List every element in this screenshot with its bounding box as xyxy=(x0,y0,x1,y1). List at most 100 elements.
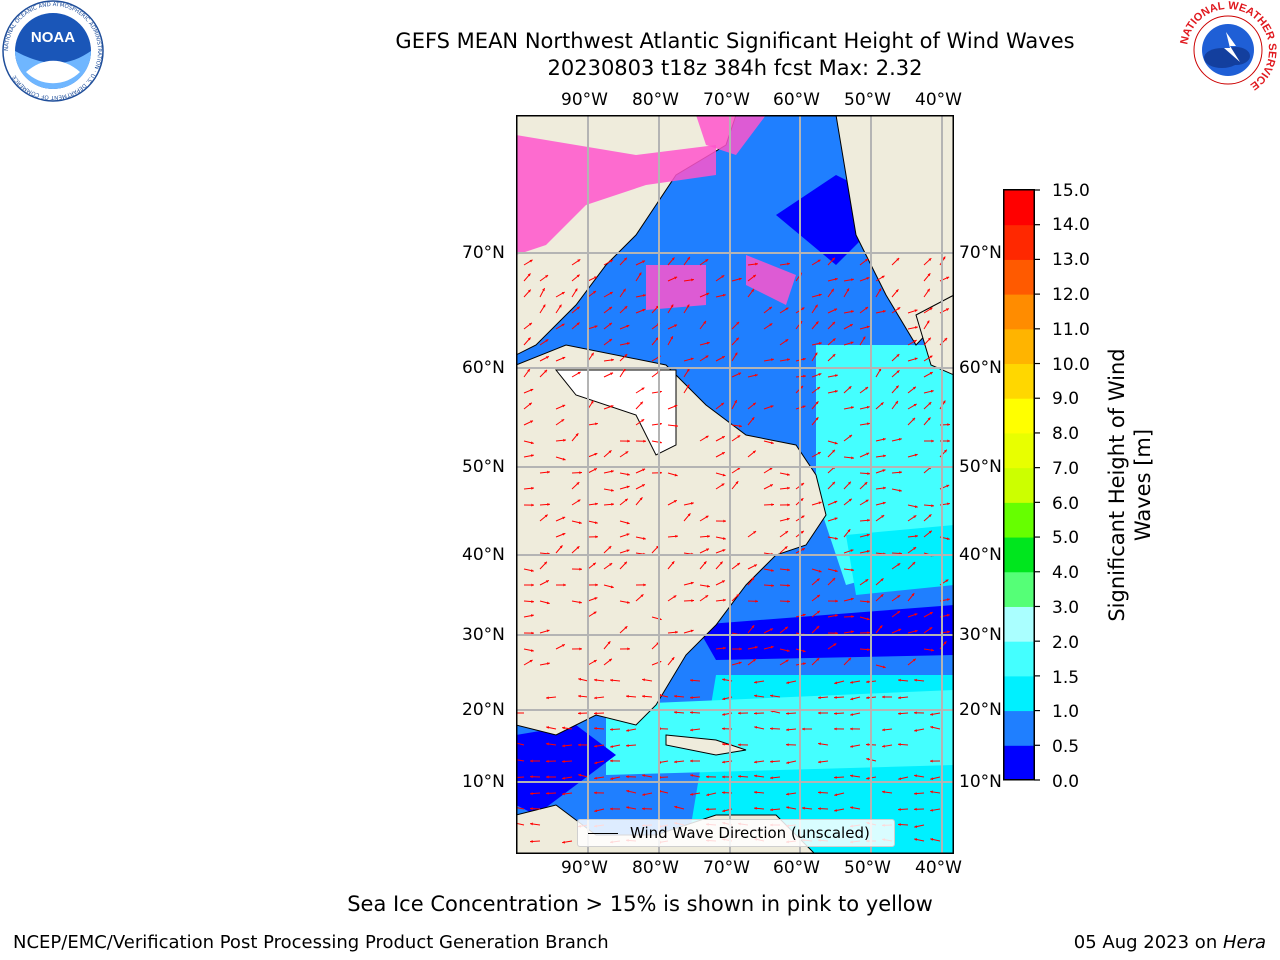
wind-wave-arrowhead xyxy=(562,759,565,763)
wind-wave-arrowhead xyxy=(814,352,818,356)
wind-wave-arrow xyxy=(516,806,525,810)
wind-wave-arrowhead xyxy=(690,357,694,361)
wind-wave-arrowhead xyxy=(610,807,613,811)
wind-wave-arrowhead xyxy=(817,452,821,455)
wind-wave-arrowhead xyxy=(530,388,534,392)
wind-wave-arrowhead xyxy=(834,695,837,699)
wind-wave-arrowhead xyxy=(914,838,918,841)
wind-wave-arrowhead xyxy=(866,680,869,684)
sea-ice-arctic xyxy=(516,135,716,255)
wind-wave-arrowhead xyxy=(624,257,627,261)
wind-wave-arrowhead xyxy=(927,337,931,341)
wind-wave-arrowhead xyxy=(943,449,947,453)
wind-wave-arrowhead xyxy=(770,727,773,731)
wind-wave-arrowhead xyxy=(898,823,901,826)
wind-wave-arrowhead xyxy=(673,500,677,503)
wind-wave-arrowhead xyxy=(626,744,629,748)
wind-wave-arrowhead xyxy=(529,659,533,663)
wind-wave-arrowhead xyxy=(610,470,614,473)
wind-wave-arrowhead xyxy=(947,502,950,506)
wind-wave-arrowhead xyxy=(722,712,726,716)
wind-wave-arrowhead xyxy=(626,324,630,328)
wind-wave-arrowhead xyxy=(898,808,901,811)
wind-wave-arrowhead xyxy=(880,594,884,598)
calm-band-gulf xyxy=(516,725,616,815)
wind-wave-arrowhead xyxy=(562,516,566,520)
wind-wave-arrowhead xyxy=(738,277,742,281)
wind-wave-arrowhead xyxy=(562,792,565,796)
colorbar-tick-label: 6.0 xyxy=(1052,494,1080,514)
wind-wave-arrowhead xyxy=(622,288,626,292)
wind-wave-arrowhead xyxy=(895,289,899,293)
wind-wave-arrowhead xyxy=(851,278,854,282)
wind-wave-arrowhead xyxy=(880,578,884,582)
wind-wave-arrowhead xyxy=(579,600,582,604)
wind-wave-arrowhead xyxy=(850,406,854,409)
wind-wave-arrowhead xyxy=(787,486,790,490)
wind-wave-arrowhead xyxy=(546,742,549,746)
wind-wave-arrowhead xyxy=(642,774,646,778)
wind-wave-arrowhead xyxy=(753,564,757,568)
lon-label-bottom: 40°W xyxy=(915,858,962,878)
wind-wave-arrowhead xyxy=(530,614,534,617)
wind-wave-arrowhead xyxy=(834,727,837,731)
noaa-logo-text: NOAA xyxy=(31,29,75,46)
wind-wave-arrowhead xyxy=(847,529,851,533)
wind-wave-arrowhead xyxy=(690,711,693,715)
wind-wave-arrowhead xyxy=(928,258,932,262)
wind-wave-arrowhead xyxy=(914,613,918,616)
wind-wave-arrowhead xyxy=(882,501,886,505)
wind-wave-arrowhead xyxy=(706,807,709,811)
colorbar-tick-label: 15.0 xyxy=(1052,181,1090,201)
wind-wave-arrowhead xyxy=(643,439,646,443)
wind-wave-arrowhead xyxy=(670,304,674,308)
wind-wave-arrowhead xyxy=(610,759,613,763)
wind-wave-arrowhead xyxy=(848,498,852,502)
wind-wave-arrowhead xyxy=(754,790,757,794)
wind-wave-arrowhead xyxy=(754,726,758,729)
wind-wave-arrowhead xyxy=(705,435,709,439)
wind-wave-arrowhead xyxy=(722,678,726,682)
wind-wave-arrowhead xyxy=(834,517,838,521)
wind-wave-arrowhead xyxy=(832,449,835,453)
wind-wave-arrowhead xyxy=(595,502,598,506)
wind-wave-arrowhead xyxy=(914,774,917,778)
wind-wave-arrowhead xyxy=(751,625,755,629)
wind-wave-arrowhead xyxy=(707,534,710,538)
wind-wave-arrowhead xyxy=(879,625,883,629)
wind-wave-arrowhead xyxy=(546,696,549,700)
wind-wave-arrowhead xyxy=(930,712,934,716)
wind-wave-arrowhead xyxy=(576,546,580,550)
wind-wave-arrowhead xyxy=(576,482,580,485)
wind-wave-arrowhead xyxy=(851,615,854,619)
wind-wave-arrowhead xyxy=(895,385,899,389)
wind-wave-arrowhead xyxy=(815,321,819,325)
wind-wave-arrowhead xyxy=(641,484,645,487)
wind-wave-arrowhead xyxy=(946,537,950,541)
wind-wave-arrowhead xyxy=(721,580,725,583)
lat-label-right: 60°N xyxy=(959,358,1002,378)
wind-wave-arrowhead xyxy=(722,473,726,477)
wind-wave-arrowhead xyxy=(787,358,790,362)
wind-wave-arrowhead xyxy=(751,288,754,292)
wind-wave-arrowhead xyxy=(912,417,916,421)
wind-wave-arrowhead xyxy=(690,774,694,777)
wind-wave-arrowhead xyxy=(769,467,773,471)
wind-wave-arrowhead xyxy=(563,583,566,587)
wave-band-north-atlantic xyxy=(816,345,954,585)
wind-wave-arrowhead xyxy=(594,521,598,524)
map-frame xyxy=(516,115,954,854)
wind-wave-arrowhead xyxy=(851,630,854,634)
wind-wave-arrowhead xyxy=(624,561,627,565)
wind-wave-arrowhead xyxy=(546,759,549,763)
colorbar-tick-label: 11.0 xyxy=(1052,320,1090,340)
wind-wave-arrowhead xyxy=(786,649,790,653)
colorbar-segment xyxy=(1004,606,1034,642)
wind-wave-arrowhead xyxy=(738,372,742,376)
colorbar-tick-label: 1.0 xyxy=(1052,702,1080,722)
wind-wave-arrowhead xyxy=(706,341,710,345)
wind-wave-arrowhead xyxy=(914,728,918,732)
wind-wave-arrowhead xyxy=(559,545,563,549)
wind-wave-arrowhead xyxy=(546,791,549,795)
wind-wave-arrowhead xyxy=(642,260,646,264)
